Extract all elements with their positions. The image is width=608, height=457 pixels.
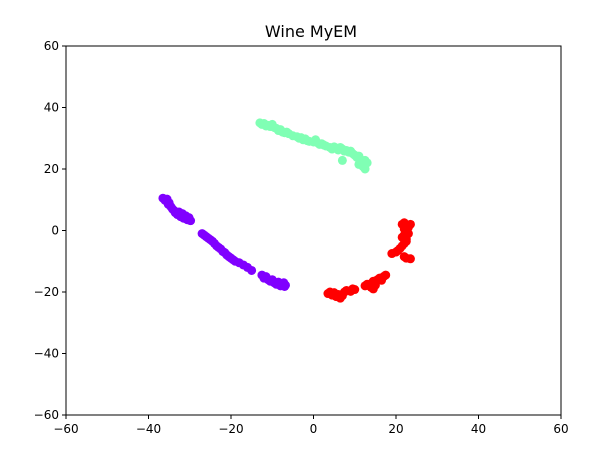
plot-marks	[158, 118, 415, 303]
x-tick-label: −40	[136, 422, 161, 436]
y-tick-label: 40	[44, 101, 59, 115]
data-point-series-3-46	[360, 281, 370, 291]
y-axis: −60 −40 −20 0 20 40 60	[34, 39, 66, 422]
data-point-series-1-53	[280, 280, 290, 290]
y-tick-label: 0	[51, 224, 59, 238]
data-point-series-3-23	[381, 270, 391, 280]
y-tick-label: 60	[44, 39, 59, 53]
data-point-series-2-53	[337, 155, 347, 165]
data-point-series-2-52	[360, 164, 370, 174]
data-point-series-3-33	[405, 254, 415, 264]
y-tick-label: 20	[44, 162, 59, 176]
chart-title: Wine MyEM	[265, 22, 357, 41]
x-tick-label: 60	[553, 422, 568, 436]
x-tick-label: 40	[471, 422, 486, 436]
data-point-series-3-38	[405, 219, 415, 229]
plot-frame	[65, 45, 562, 416]
y-tick-label: −20	[34, 285, 59, 299]
data-point-series-1-18	[186, 216, 196, 226]
x-tick-label: −20	[218, 422, 243, 436]
data-point-series-3-47	[368, 284, 378, 294]
data-point-series-3-44	[401, 234, 411, 244]
x-tick-label: 20	[388, 422, 403, 436]
y-tick-label: −60	[34, 408, 59, 422]
y-tick-label: −40	[34, 347, 59, 361]
data-point-series-1-39	[247, 265, 257, 275]
x-tick-label: 0	[310, 422, 318, 436]
x-tick-label: −60	[53, 422, 78, 436]
x-axis: −60 −40 −20 0 20 40 60	[53, 415, 569, 436]
data-point-series-3-13	[350, 285, 360, 295]
